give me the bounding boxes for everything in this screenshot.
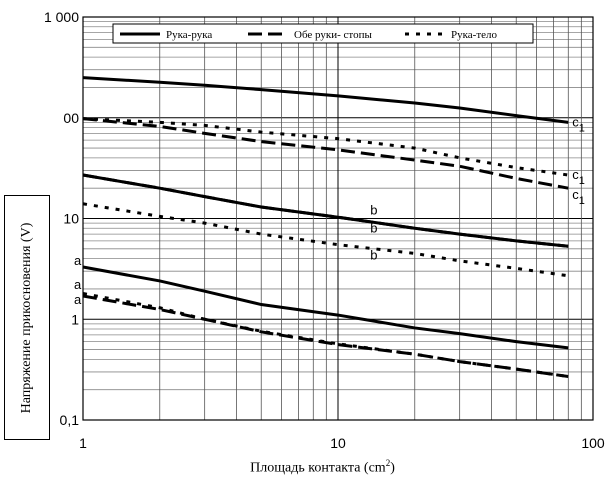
series-line-dotted-c1 — [82, 117, 569, 177]
series-line-dashed-a — [82, 294, 569, 379]
curve-label: b — [370, 220, 377, 235]
x-tick-label: 1 — [79, 435, 87, 451]
x-tick-label: 10 — [330, 435, 346, 451]
series-line-dotted-b — [82, 202, 569, 278]
y-axis-label-box: Напряжение прикосновения (V) — [4, 195, 50, 440]
y-tick-label: 1 000 — [44, 9, 79, 25]
curve-label-sub: 1 — [579, 195, 585, 207]
series-line-solid-a — [82, 265, 569, 350]
curve-label: b — [370, 203, 377, 218]
curve-label: a — [74, 292, 82, 307]
series-line-solid-b — [82, 173, 569, 248]
legend-label: Обе руки- стопы — [294, 29, 372, 41]
legend-box — [112, 23, 534, 44]
x-axis-label-end: ) — [390, 460, 395, 476]
x-axis-label-text: Площадь контакта (cm — [250, 460, 386, 476]
series-line-dotted-a — [82, 292, 569, 379]
series-line-dashed-b — [82, 173, 569, 248]
plot-frame — [82, 16, 594, 421]
x-axis-label-sup: 2 — [385, 458, 391, 468]
series-line-dashed-c1 — [82, 117, 569, 190]
y-tick-label: 00 — [63, 110, 79, 126]
x-axis-label: Площадь контакта (cm2) — [0, 458, 605, 477]
series-line-solid-c1 — [82, 76, 569, 124]
y-tick-label: 1 — [71, 311, 79, 327]
curve-label: a — [74, 253, 82, 268]
legend-label: Рука-рука — [166, 29, 212, 41]
curve-label: c1 — [572, 187, 585, 207]
y-tick-label: 0,1 — [60, 412, 80, 428]
y-tick-label: 10 — [63, 211, 79, 227]
curve-label: b — [370, 247, 377, 262]
curve-label-sub: 1 — [579, 175, 585, 187]
curve-label-sub: 1 — [579, 122, 585, 134]
curve-label: a — [74, 277, 82, 292]
x-tick-label: 100 — [581, 435, 605, 451]
y-axis-label: Напряжение прикосновения (V) — [19, 222, 34, 413]
legend-label: Рука-тело — [451, 29, 498, 41]
